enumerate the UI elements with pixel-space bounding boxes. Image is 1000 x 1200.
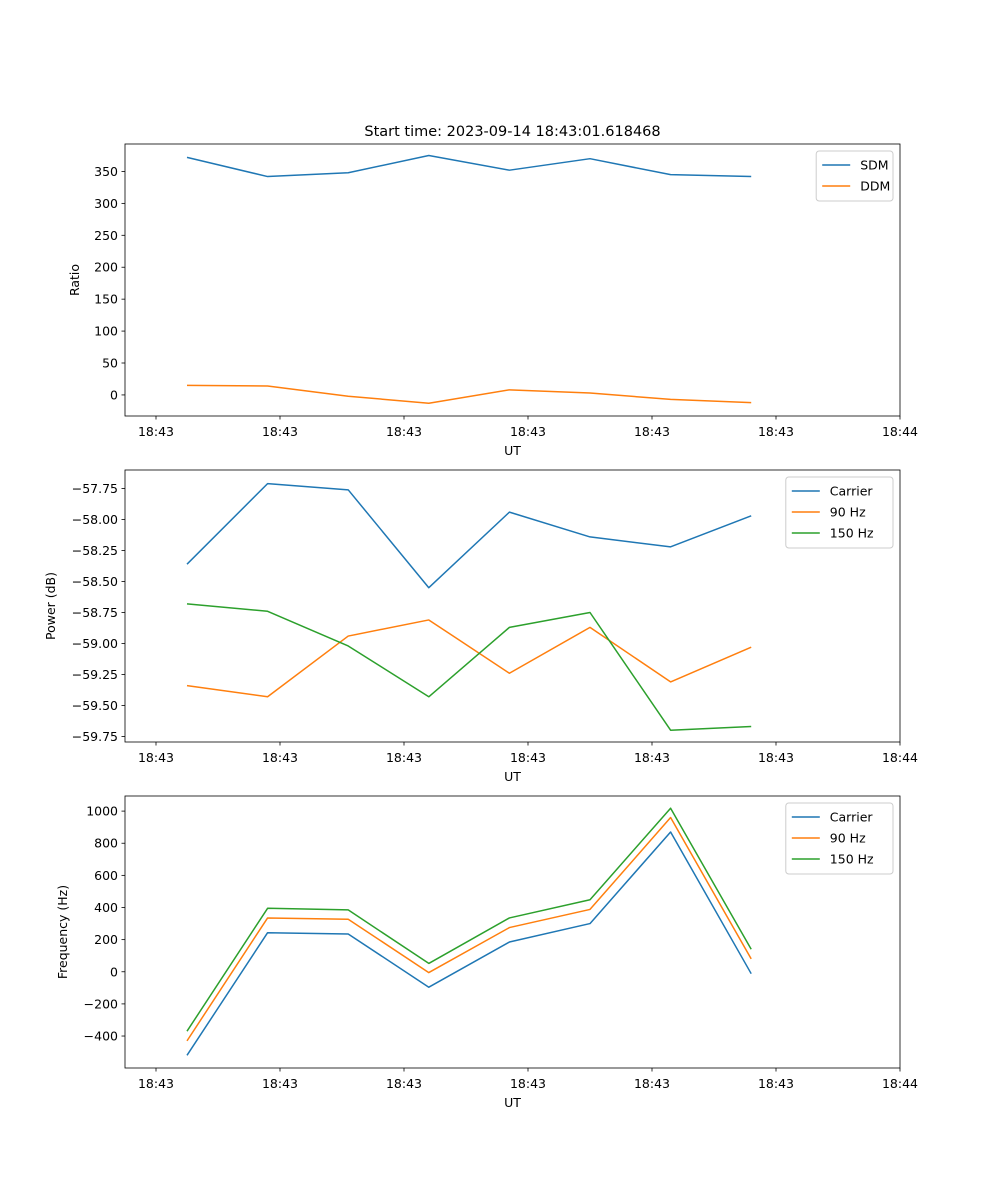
y-tick-label: −400 (84, 1029, 118, 1044)
y-axis-label: Power (dB) (43, 572, 58, 640)
series-line-90-hz (186, 816, 752, 1042)
x-axis-label: UT (504, 769, 521, 784)
y-tick-label: 1000 (86, 804, 118, 819)
x-tick-label: 18:43 (386, 424, 422, 439)
legend-label: 150 Hz (830, 852, 874, 867)
y-tick-label: −59.25 (72, 667, 118, 682)
x-tick-label: 18:43 (634, 750, 670, 765)
y-tick-label: 0 (110, 387, 118, 402)
x-tick-label: 18:43 (386, 750, 422, 765)
y-tick-label: −59.75 (72, 729, 118, 744)
y-tick-label: 250 (94, 228, 118, 243)
x-tick-label: 18:43 (758, 1076, 794, 1091)
frequency-panel: −400 −200 0 200 400 600 800 1000 18:43 18:43 18:43… (55, 795, 918, 1110)
x-axis-label: UT (504, 1095, 521, 1110)
y-tick-label: −58.50 (72, 574, 118, 589)
y-tick-label: 100 (94, 324, 118, 339)
y-tick-label: −58.00 (72, 512, 118, 527)
y-tick-label: 600 (94, 868, 118, 883)
y-tick-label: 800 (94, 836, 118, 851)
axes-frame (124, 795, 901, 1069)
x-tick-label: 18:43 (634, 1076, 670, 1091)
x-tick-label: 18:43 (138, 750, 174, 765)
series-line-90-hz (186, 619, 752, 698)
figure-title: Start time: 2023-09-14 18:43:01.618468 (364, 124, 660, 140)
legend-box (785, 476, 894, 549)
y-tick-label: 0 (110, 964, 118, 979)
y-tick-label: 200 (94, 932, 118, 947)
legend-label: 90 Hz (830, 505, 866, 520)
y-tick-label: 350 (94, 164, 118, 179)
y-tick-label: −200 (84, 996, 118, 1011)
ratio-panel: 0 50 100 150 200 250 300 350 18:43 18:43 18:43 18:4… (67, 143, 918, 458)
legend-label: Carrier (830, 484, 874, 499)
legend-label: DDM (860, 179, 890, 194)
x-axis-label: UT (504, 443, 521, 458)
legend-box (815, 150, 894, 202)
x-tick-label: 18:43 (262, 424, 298, 439)
y-tick-label: −58.75 (72, 605, 118, 620)
series-line-carrier (186, 831, 752, 1056)
legend-label: Carrier (830, 810, 874, 825)
y-tick-label: −57.75 (72, 481, 118, 496)
x-tick-label: 18:43 (138, 424, 174, 439)
y-tick-label: −58.25 (72, 543, 118, 558)
legend-box (785, 802, 894, 875)
series-line-sdm (186, 154, 752, 178)
x-tick-label: 18:43 (262, 1076, 298, 1091)
legend-label: SDM (860, 158, 888, 173)
series-line-150-hz (186, 807, 752, 1032)
legend-label: 150 Hz (830, 526, 874, 541)
x-tick-label: 18:43 (758, 424, 794, 439)
x-tick-label: 18:43 (262, 750, 298, 765)
x-tick-label: 18:44 (882, 750, 918, 765)
series-line-150-hz (186, 603, 752, 731)
y-tick-label: 400 (94, 900, 118, 915)
y-tick-label: 50 (102, 356, 118, 371)
y-tick-label: −59.00 (72, 636, 118, 651)
x-tick-label: 18:43 (510, 750, 546, 765)
x-tick-label: 18:43 (386, 1076, 422, 1091)
y-tick-label: 200 (94, 260, 118, 275)
y-tick-label: 300 (94, 196, 118, 211)
legend-label: 90 Hz (830, 831, 866, 846)
series-line-carrier (186, 482, 752, 589)
x-tick-label: 18:44 (882, 1076, 918, 1091)
y-axis-label: Ratio (67, 264, 82, 296)
x-tick-label: 18:43 (510, 424, 546, 439)
series-line-ddm (186, 384, 752, 404)
x-tick-label: 18:43 (510, 1076, 546, 1091)
power-panel: −57.75 −58.00 −58.25 −58.50 −58.75 −59.00 −59.… (43, 469, 918, 784)
x-tick-label: 18:43 (634, 424, 670, 439)
x-tick-label: 18:44 (882, 424, 918, 439)
axes-frame (124, 143, 901, 417)
y-tick-label: 150 (94, 292, 118, 307)
x-tick-label: 18:43 (758, 750, 794, 765)
axes-frame (124, 469, 901, 743)
y-axis-label: Frequency (Hz) (55, 885, 70, 979)
x-tick-label: 18:43 (138, 1076, 174, 1091)
y-tick-label: −59.50 (72, 698, 118, 713)
